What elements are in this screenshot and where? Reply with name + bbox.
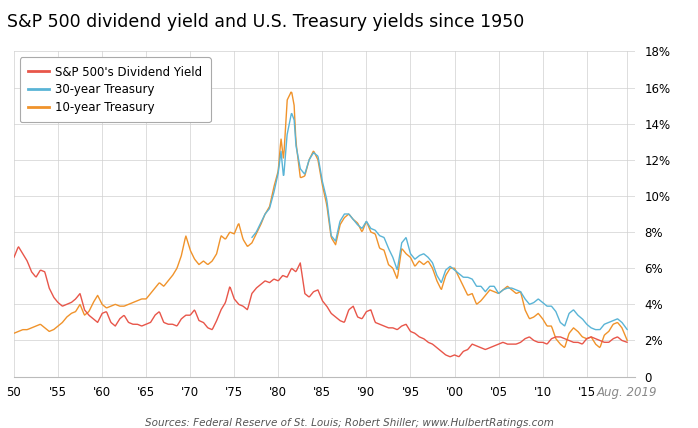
- Text: S&P 500 dividend yield and U.S. Treasury yields since 1950: S&P 500 dividend yield and U.S. Treasury…: [7, 13, 524, 31]
- Legend: S&P 500's Dividend Yield, 30-year Treasury, 10-year Treasury: S&P 500's Dividend Yield, 30-year Treasu…: [20, 57, 211, 122]
- Text: Sources: Federal Reserve of St. Louis; Robert Shiller; www.HulbertRatings.com: Sources: Federal Reserve of St. Louis; R…: [144, 418, 554, 428]
